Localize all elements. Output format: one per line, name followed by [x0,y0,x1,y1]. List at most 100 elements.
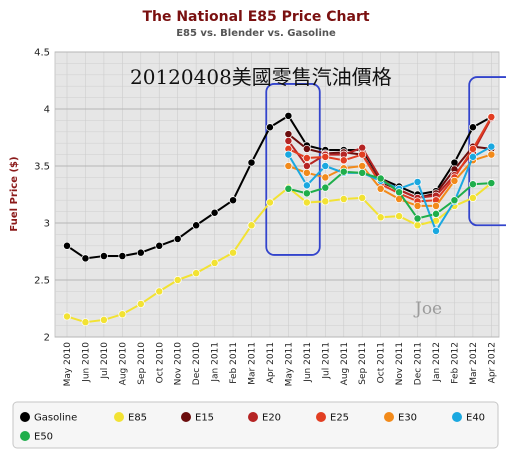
y-tick-label: 4.5 [34,48,50,59]
x-tick-label: Oct 2011 [377,342,387,383]
data-point-e25 [468,144,477,153]
x-tick-label: Jun 2011 [303,342,313,383]
data-point-e40 [284,150,293,159]
data-point-e85 [210,258,219,267]
data-point-e85 [192,269,201,278]
data-point-e50 [395,188,404,197]
data-point-e50 [284,184,293,193]
data-point-gasoline [284,111,293,120]
data-point-e15 [302,144,311,153]
x-tick-label: Jul 2010 [100,342,110,380]
data-point-e20 [302,162,311,170]
x-tick-label: Jan 2012 [432,342,442,383]
x-tick-label: Mar 2012 [469,342,479,385]
data-point-e85 [302,198,311,207]
legend-label-e25: E25 [330,413,349,424]
data-point-e85 [118,310,127,319]
x-tick-label: Aug 2011 [340,342,350,385]
y-tick-label: 4 [44,105,50,116]
data-point-gasoline [210,208,219,217]
data-point-gasoline [247,158,256,167]
watermark-text: Joe [413,299,442,319]
data-point-e50 [487,179,496,188]
data-point-e40 [302,181,311,190]
data-point-e50 [432,209,440,218]
data-point-e50 [468,180,477,189]
data-point-e50 [302,189,311,198]
data-point-e85 [155,287,164,296]
data-point-gasoline [192,221,201,230]
data-point-e40 [432,227,440,235]
data-point-e20 [284,136,293,145]
legend-label-e40: E40 [466,413,485,424]
data-point-gasoline [266,123,274,132]
data-point-e30 [413,201,422,210]
data-point-e50 [339,167,348,176]
x-axis-ticks: May 2010 Jun 2010 Jul 2010 Aug 2010 Sep 2010… [63,342,497,387]
data-point-e85 [229,248,237,257]
data-point-e50 [321,183,330,192]
data-point-e25 [321,152,330,161]
data-point-gasoline [229,196,237,205]
legend: Gasoline E85 E15 E20 E25 E30 E40 E50 [20,412,485,443]
x-tick-label: Feb 2012 [450,342,460,384]
x-tick-label: Nov 2011 [395,342,405,385]
data-point-e85 [247,221,256,230]
data-point-e85 [99,315,108,324]
data-point-e85 [395,212,404,221]
data-point-e85 [376,213,385,222]
data-point-e85 [413,221,422,230]
data-point-e30 [432,201,440,210]
x-tick-label: Feb 2011 [229,342,239,384]
plot-area [54,51,500,338]
legend-marker-e40 [452,412,462,422]
x-tick-label: Dec 2011 [414,342,424,385]
data-point-gasoline [99,252,108,261]
gridlines [55,51,499,338]
data-point-e85 [63,312,71,321]
data-point-e85 [321,197,330,206]
data-point-e30 [321,173,330,182]
series-lines [63,111,496,327]
data-point-gasoline [173,235,182,243]
data-point-e40 [321,162,330,170]
data-point-e50 [376,174,385,183]
legend-box [12,401,499,449]
y-axis-ticks: 2 2.5 3 3.5 4 4.5 [34,48,50,344]
data-point-gasoline [468,123,477,132]
x-tick-label: Sep 2011 [358,342,368,385]
data-point-e30 [487,150,496,159]
chart-title: The National E85 Price Chart [142,9,369,25]
x-tick-label: Jul 2011 [321,342,331,380]
x-tick-label: Jun 2010 [81,342,91,383]
x-tick-label: Dec 2010 [192,342,202,385]
data-point-e85 [266,198,274,207]
x-tick-label: Sep 2010 [137,342,147,385]
y-tick-label: 3.5 [34,162,50,173]
x-tick-label: Mar 2011 [248,342,258,385]
legend-label-e20: E20 [262,413,281,424]
y-tick-label: 3 [44,219,50,230]
data-point-e85 [468,193,477,202]
overlay-caption: 20120408美國零售汽油價格 [130,65,392,89]
legend-marker-e25 [316,412,326,422]
y-axis-label: Fuel Price ($) [9,156,20,231]
data-point-e20 [358,143,367,152]
data-point-e40 [468,152,477,161]
data-point-e50 [413,214,422,223]
data-point-e85 [136,299,145,308]
legend-marker-e85 [114,412,124,422]
data-point-e85 [81,318,90,327]
data-point-e85 [358,193,367,202]
data-point-e25 [487,113,496,121]
legend-marker-e30 [384,412,394,422]
legend-label-e30: E30 [398,413,417,424]
data-point-gasoline [81,254,90,263]
series-e50 [284,167,496,223]
data-point-gasoline [136,248,145,257]
data-point-e15 [284,130,293,139]
data-point-e50 [450,196,459,205]
highlight-box [265,83,321,256]
data-point-gasoline [155,241,164,250]
